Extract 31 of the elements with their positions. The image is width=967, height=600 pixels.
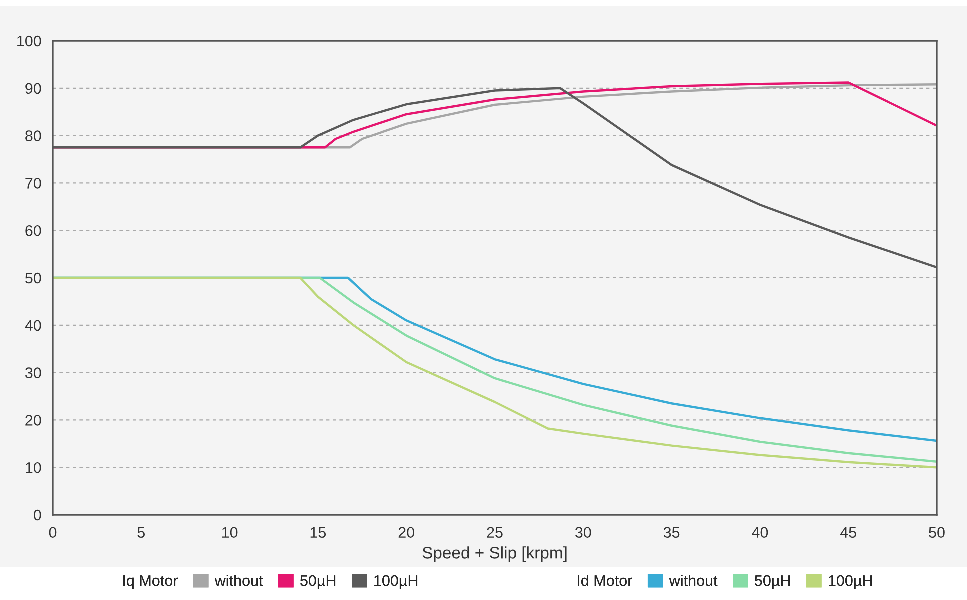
y-tick-label: 10 [26, 462, 42, 474]
y-tick-label: 80 [26, 130, 42, 142]
legend-label: 50µH [300, 575, 336, 590]
legend-label: 50µH [755, 575, 790, 590]
x-tick-label: 0 [49, 527, 57, 538]
y-tick-label: 30 [25, 368, 42, 378]
y-tick-label: 40 [25, 320, 42, 332]
legend-label: 100µH [829, 575, 872, 590]
text: Id Motor [578, 575, 632, 586]
x-tick-label: 25 [487, 527, 503, 538]
y-tick-label: 90 [26, 83, 42, 94]
x-tick-label: 5 [138, 527, 146, 538]
x-tick-label: 45 [840, 527, 856, 538]
x-tick-label: 20 [398, 527, 414, 538]
y-tick-label: 50 [26, 272, 42, 284]
x-tick-label: 30 [575, 527, 592, 538]
x-tick-label: 50 [929, 527, 945, 538]
y-tick-label: 70 [26, 178, 42, 189]
x-tick-label: 10 [222, 527, 238, 538]
y-tick-label: 60 [26, 225, 42, 236]
x-tick-label: 15 [310, 527, 326, 538]
x-axis-title: Speed + Slip [krpm] [422, 546, 567, 562]
text: Iq Motor [124, 576, 178, 590]
x-tick-label: 35 [664, 527, 680, 538]
x-tick-label: 40 [752, 527, 768, 538]
legend-label: without [214, 575, 264, 586]
legend-label: without [669, 575, 718, 586]
y-tick-label: 0 [34, 510, 42, 521]
legend-label: 100µH [374, 575, 418, 590]
y-tick-label: 20 [26, 415, 42, 426]
y-tick-label: 100 [18, 36, 42, 47]
